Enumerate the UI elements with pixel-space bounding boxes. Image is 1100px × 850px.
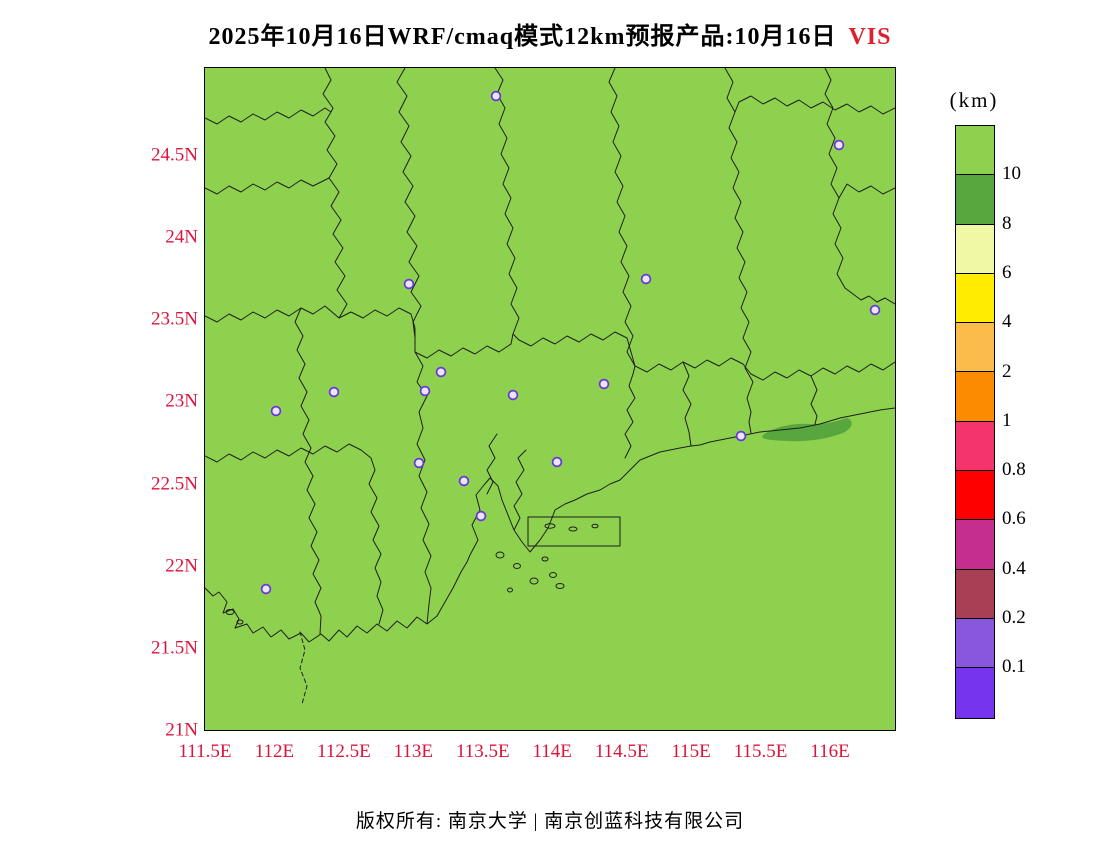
dashed-maritime-line [299, 631, 308, 705]
island [549, 572, 557, 578]
colorbar-segment [956, 323, 994, 373]
station-marker [507, 389, 519, 401]
island [541, 556, 549, 562]
colorbar-segment [956, 224, 994, 274]
colorbar-segment [956, 668, 994, 718]
lat-tick-label: 21N [165, 719, 198, 741]
lon-tick-label: 112E [254, 741, 295, 762]
lon-tick-label: 114E [532, 741, 572, 762]
island [544, 523, 556, 529]
colorbar-tick-label: 0.1 [1002, 656, 1026, 678]
colorbar-tick-label: 2 [1002, 360, 1012, 382]
colorbar-tick-label: 8 [1002, 212, 1012, 234]
island [568, 526, 578, 532]
colorbar-tick-label: 0.8 [1002, 459, 1026, 481]
colorbar-segment [956, 569, 994, 619]
lat-tick-label: 24N [165, 226, 198, 248]
colorbar-tick-label: 10 [1002, 163, 1021, 185]
station-marker [475, 510, 487, 522]
colorbar-segment [956, 421, 994, 472]
island [495, 551, 505, 559]
island [236, 619, 244, 625]
station-marker [490, 90, 502, 102]
island [555, 583, 565, 589]
colorbar-tick-label: 1 [1002, 409, 1012, 431]
station-marker [419, 385, 431, 397]
lon-tick-label: 113.5E [455, 741, 510, 762]
island [225, 609, 235, 615]
map-area [204, 67, 896, 731]
lon-tick-label: 114.5E [594, 741, 649, 762]
station-marker [435, 366, 447, 378]
lon-tick-label: 111.5E [178, 741, 232, 762]
coastline [205, 407, 895, 643]
station-marker [551, 456, 563, 468]
colorbar-segment [956, 471, 994, 521]
station-marker [833, 139, 845, 151]
station-marker [328, 386, 340, 398]
station-marker [598, 378, 610, 390]
colorbar-tick-label: 4 [1002, 311, 1012, 333]
station-marker [403, 278, 415, 290]
copyright-text: 版权所有: 南京大学 | 南京创蓝科技有限公司 [355, 811, 745, 832]
colorbar-tick-label: 0.6 [1002, 508, 1026, 530]
colorbar [955, 125, 995, 719]
low-visibility-patch [762, 418, 852, 442]
lon-tick-label: 112.5E [317, 741, 371, 762]
colorbar-segment [956, 175, 994, 225]
station-marker [735, 430, 747, 442]
island [529, 577, 539, 585]
station-marker [640, 273, 652, 285]
lon-tick-label: 116E [810, 741, 850, 762]
lat-tick-label: 21.5N [151, 637, 198, 659]
chart-title-variable: VIS [848, 24, 892, 50]
colorbar-tick-label: 6 [1002, 261, 1012, 283]
lat-tick-label: 24.5N [151, 144, 198, 166]
colorbar-segment [956, 520, 994, 570]
station-marker [869, 304, 881, 316]
lat-tick-label: 23N [165, 390, 198, 412]
station-marker [413, 457, 425, 469]
colorbar-segment [956, 126, 994, 176]
station-marker [458, 475, 470, 487]
colorbar-tick-label: 0.4 [1002, 557, 1026, 579]
lon-tick-label: 113E [393, 741, 434, 762]
station-marker [260, 583, 272, 595]
island [591, 523, 599, 529]
chart-title-text: 2025年10月16日WRF/cmaq模式12km预报产品:10月16日 [208, 24, 837, 50]
lat-tick-label: 22N [165, 555, 198, 577]
colorbar-title: (km) [949, 88, 999, 112]
island [513, 563, 521, 569]
lat-tick-label: 23.5N [151, 308, 198, 330]
lon-tick-label: 115E [671, 741, 711, 762]
lat-tick-label: 22.5N [151, 473, 198, 495]
lon-tick-label: 115.5E [733, 741, 788, 762]
boundary-box [527, 516, 621, 547]
island [507, 587, 513, 593]
colorbar-tick-label: 0.2 [1002, 607, 1026, 628]
colorbar-segment [956, 273, 994, 324]
admin-boundaries [205, 68, 895, 705]
colorbar-segment [956, 372, 994, 422]
map-canvas [205, 68, 895, 705]
colorbar-segment [956, 618, 994, 669]
chart-title: 2025年10月16日WRF/cmaq模式12km预报产品:10月16日 VIS [0, 16, 1100, 51]
station-marker [270, 405, 282, 417]
